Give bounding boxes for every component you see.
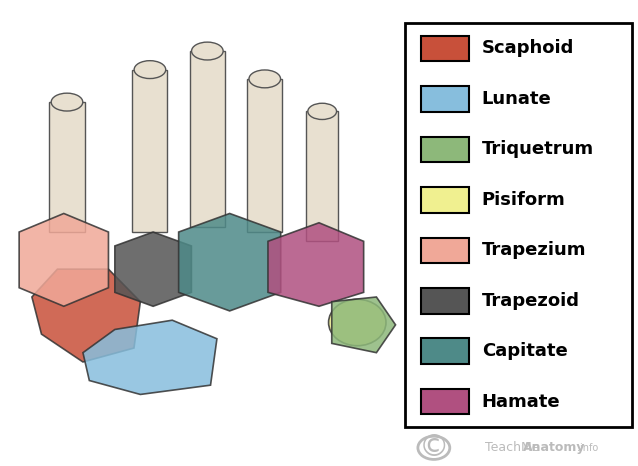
Bar [421,36,469,61]
Bar [50,102,84,232]
Bar [421,338,469,364]
Bar [421,389,469,414]
Text: Triquetrum: Triquetrum [482,140,594,158]
Polygon shape [83,320,217,394]
Bar [133,69,167,232]
Bar [421,288,469,314]
Bar [189,51,225,227]
Bar [421,86,469,112]
Text: Hamate: Hamate [482,393,560,411]
Polygon shape [32,269,140,362]
Polygon shape [19,213,108,306]
Ellipse shape [51,93,83,111]
Ellipse shape [191,42,223,60]
Text: Trapezium: Trapezium [482,241,586,259]
Ellipse shape [249,70,281,88]
Text: Anatomy: Anatomy [523,441,586,454]
Polygon shape [332,297,396,353]
Bar [421,187,469,212]
Text: .info: .info [577,443,598,453]
Bar [421,137,469,162]
Text: Capitate: Capitate [482,342,567,360]
Bar [421,238,469,263]
Polygon shape [268,223,364,306]
Text: TeachMe: TeachMe [485,441,539,454]
Bar [405,23,632,427]
Ellipse shape [308,103,337,119]
Ellipse shape [329,299,386,346]
Ellipse shape [134,61,166,79]
Text: Lunate: Lunate [482,90,551,108]
Polygon shape [179,213,281,311]
Text: Trapezoid: Trapezoid [482,292,580,310]
Text: Pisiform: Pisiform [482,191,565,209]
Bar [306,111,338,241]
Text: Scaphoid: Scaphoid [482,40,574,57]
Polygon shape [115,232,191,306]
Bar [247,79,282,232]
Text: ©: © [419,433,449,462]
